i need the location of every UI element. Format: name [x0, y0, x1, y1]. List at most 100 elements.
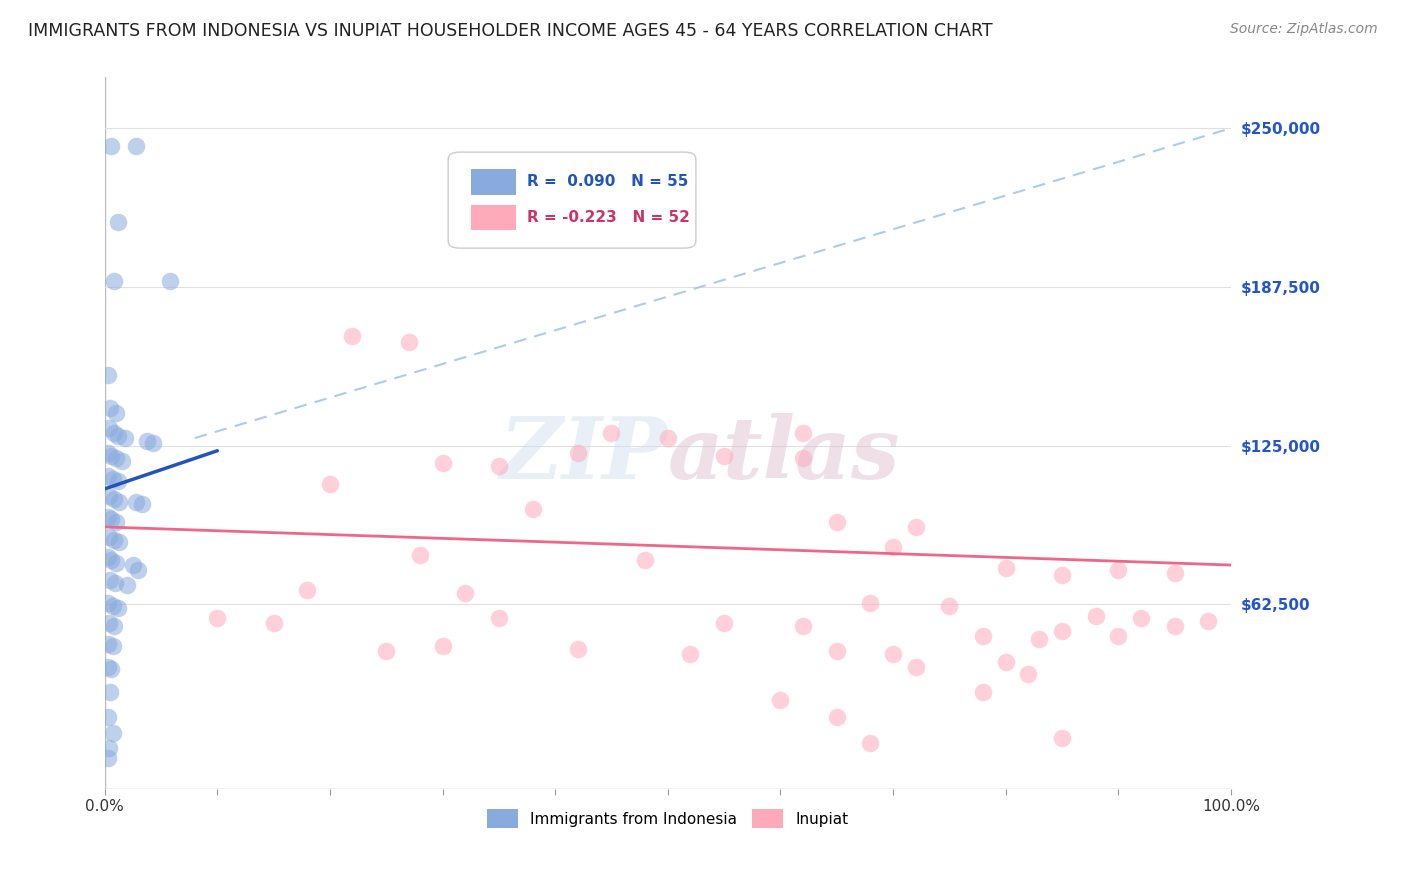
Text: ZIP: ZIP — [501, 413, 668, 496]
Point — [904, 659, 927, 673]
Point — [114, 431, 136, 445]
Text: Source: ZipAtlas.com: Source: ZipAtlas.com — [1230, 22, 1378, 37]
Point — [263, 616, 285, 631]
Point — [488, 458, 510, 473]
Point — [972, 685, 994, 699]
Point — [98, 530, 121, 544]
Point — [432, 457, 454, 471]
Text: R = -0.223   N = 52: R = -0.223 N = 52 — [527, 210, 690, 225]
Point — [98, 685, 121, 699]
Point — [882, 541, 904, 555]
Point — [319, 476, 342, 491]
Point — [110, 454, 132, 468]
Point — [108, 535, 131, 549]
Point — [1050, 568, 1073, 582]
Point — [104, 451, 127, 466]
Point — [136, 434, 159, 448]
Point — [1163, 566, 1185, 580]
Point — [994, 655, 1017, 669]
Point — [713, 616, 735, 631]
Point — [600, 425, 623, 440]
Point — [713, 449, 735, 463]
Point — [1028, 632, 1050, 646]
Legend: Immigrants from Indonesia, Inupiat: Immigrants from Indonesia, Inupiat — [481, 804, 855, 834]
Point — [142, 436, 165, 450]
Bar — [471, 169, 516, 194]
Point — [100, 449, 122, 463]
Point — [825, 710, 848, 724]
Point — [409, 548, 432, 562]
Point — [769, 692, 792, 706]
Point — [454, 586, 477, 600]
Point — [97, 637, 120, 651]
Point — [101, 599, 124, 613]
Point — [297, 583, 319, 598]
Text: R =  0.090   N = 55: R = 0.090 N = 55 — [527, 175, 689, 189]
Point — [103, 533, 125, 547]
Point — [1107, 563, 1129, 577]
Point — [107, 215, 129, 229]
Point — [98, 401, 121, 415]
Point — [100, 139, 122, 153]
Point — [938, 599, 960, 613]
Point — [1017, 667, 1039, 681]
Point — [97, 469, 120, 483]
Point — [98, 421, 121, 435]
Point — [103, 274, 125, 288]
Point — [98, 616, 121, 631]
Point — [100, 553, 122, 567]
Point — [825, 644, 848, 658]
Point — [792, 451, 814, 466]
Point — [97, 509, 120, 524]
Point — [994, 560, 1017, 574]
Point — [107, 601, 129, 615]
Point — [859, 736, 882, 750]
Point — [97, 446, 120, 460]
Point — [1163, 619, 1185, 633]
Text: IMMIGRANTS FROM INDONESIA VS INUPIAT HOUSEHOLDER INCOME AGES 45 - 64 YEARS CORRE: IMMIGRANTS FROM INDONESIA VS INUPIAT HOU… — [28, 22, 993, 40]
Point — [398, 334, 420, 349]
Bar — [471, 205, 516, 230]
Point — [1129, 611, 1152, 625]
Point — [98, 490, 121, 504]
Point — [825, 515, 848, 529]
Point — [100, 662, 122, 676]
Text: atlas: atlas — [668, 413, 900, 496]
Point — [125, 139, 148, 153]
Point — [97, 368, 120, 382]
Point — [207, 611, 229, 625]
Point — [98, 740, 121, 755]
Point — [1050, 731, 1073, 745]
Point — [1084, 608, 1107, 623]
Point — [125, 494, 148, 508]
Point — [104, 575, 127, 590]
Point — [522, 502, 544, 516]
Point — [792, 619, 814, 633]
Point — [107, 428, 129, 442]
FancyBboxPatch shape — [449, 153, 696, 248]
Point — [904, 520, 927, 534]
Point — [972, 629, 994, 643]
Point — [103, 491, 125, 506]
Point — [97, 550, 120, 565]
Point — [100, 512, 122, 526]
Point — [657, 431, 679, 445]
Point — [127, 563, 149, 577]
Point — [101, 472, 124, 486]
Point — [98, 574, 121, 588]
Point — [121, 558, 143, 572]
Point — [567, 641, 589, 656]
Point — [342, 329, 364, 343]
Point — [97, 659, 120, 673]
Point — [488, 611, 510, 625]
Point — [567, 446, 589, 460]
Point — [97, 710, 120, 724]
Point — [432, 640, 454, 654]
Point — [103, 619, 125, 633]
Point — [97, 751, 120, 765]
Point — [107, 475, 129, 489]
Point — [101, 725, 124, 739]
Point — [104, 556, 127, 570]
Point — [103, 425, 125, 440]
Point — [634, 553, 657, 567]
